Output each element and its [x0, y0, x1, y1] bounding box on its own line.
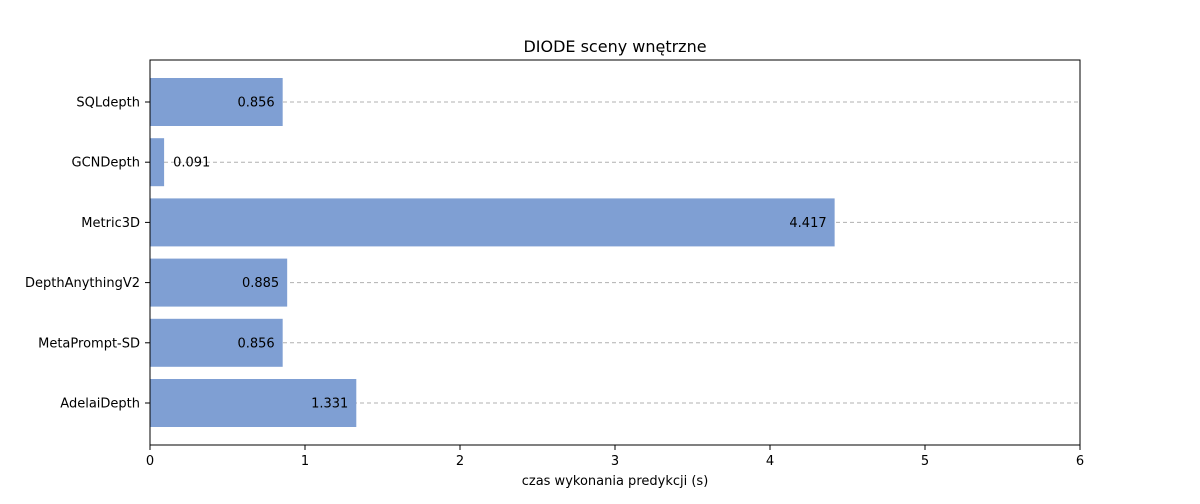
- data-label: 0.856: [237, 336, 274, 351]
- x-axis-ticks: 0 1 2 3 4 5 6: [146, 445, 1084, 469]
- data-label: 4.417: [789, 216, 826, 231]
- data-label: 0.856: [237, 96, 274, 111]
- bar: [150, 258, 288, 307]
- x-tick-label: 5: [921, 454, 929, 469]
- data-labels: 0.856 0.091 4.417 0.885 0.856 1.331: [173, 96, 827, 412]
- x-tick-label: 2: [456, 454, 464, 469]
- y-tick-label: GCNDepth: [72, 156, 140, 171]
- y-axis-ticks: SQLdepth GCNDepth Metric3D DepthAnythingV2 M…: [25, 96, 150, 412]
- grid-lines: [150, 101, 1080, 404]
- x-axis-label: czas wykonania predykcji (s): [522, 474, 709, 489]
- bar: [150, 318, 283, 367]
- y-tick-label: Metric3D: [81, 216, 140, 231]
- y-tick-label: AdelaiDepth: [60, 397, 140, 412]
- y-tick-label: SQLdepth: [76, 96, 140, 111]
- x-tick-label: 0: [146, 454, 154, 469]
- bar: [150, 138, 165, 187]
- chart-title: DIODE sceny wnętrzne: [523, 37, 706, 56]
- x-tick-label: 4: [766, 454, 774, 469]
- y-tick-label: MetaPrompt-SD: [38, 336, 140, 351]
- bar: [150, 379, 357, 427]
- data-label: 0.885: [242, 276, 279, 291]
- bars: [150, 78, 835, 427]
- x-tick-label: 1: [301, 454, 309, 469]
- bar: [150, 198, 835, 247]
- y-tick-label: DepthAnythingV2: [25, 276, 140, 291]
- data-label: 0.091: [173, 156, 210, 171]
- bar: [150, 78, 283, 126]
- data-label: 1.331: [311, 397, 348, 412]
- x-tick-label: 6: [1076, 454, 1084, 469]
- x-tick-label: 3: [611, 454, 619, 469]
